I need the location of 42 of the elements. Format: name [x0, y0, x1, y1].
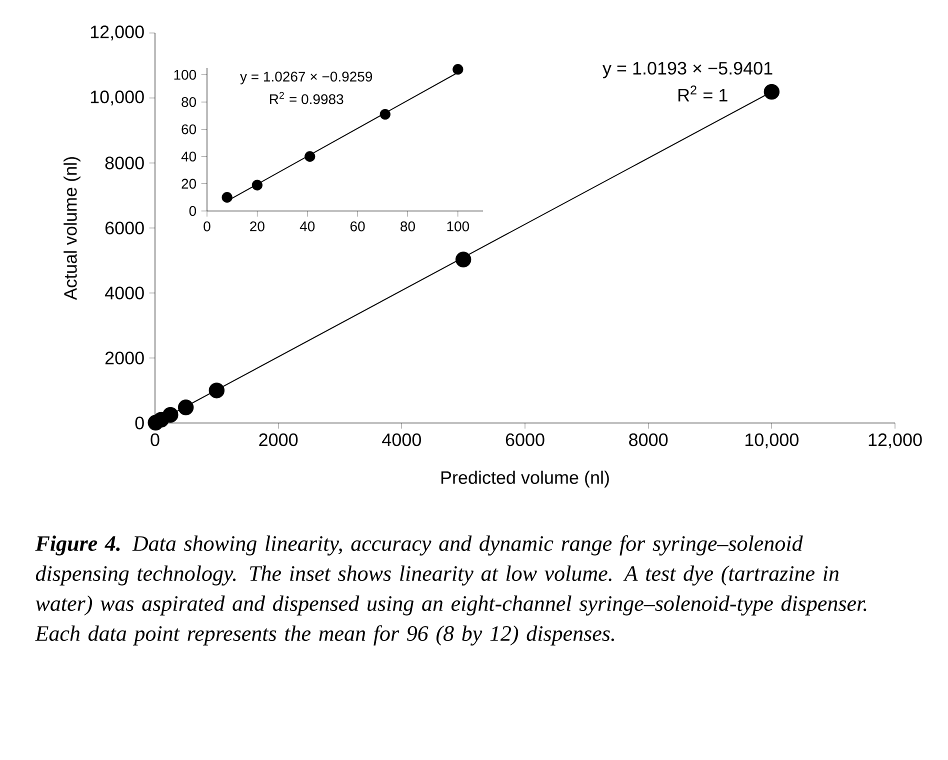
x-tick-label: 2000	[259, 433, 298, 446]
point	[380, 108, 390, 120]
x-tick-label: 20	[250, 221, 264, 232]
annotation: y = 1.0267 × −0.9259	[240, 72, 372, 84]
y-tick-label: 40	[181, 152, 196, 162]
annotation: y = 1.0193 × −5.9401	[602, 62, 772, 78]
point	[452, 64, 464, 75]
point	[764, 84, 780, 100]
point	[162, 407, 178, 423]
x-tick-label: 100	[447, 221, 470, 232]
y-tick-label: 20	[182, 178, 196, 189]
point	[304, 151, 316, 162]
x-tick-label: 40	[300, 221, 315, 232]
x-tick-label: 0	[204, 221, 210, 232]
y-tick-label: 60	[182, 124, 196, 134]
point	[252, 180, 263, 190]
annotation: R$^{2}$ = 0.9983	[270, 92, 344, 104]
point	[455, 252, 472, 268]
y-tick-label: 0	[135, 416, 144, 430]
y-tick-label: 80	[182, 97, 196, 108]
text: Figure 4. Data showing linearity, accuracy and dynamic range for syringe–solenoid dispensing technology. The inset shows linearity at low volume. A test dye (tartrazine in water) was aspirated and dispensed using an eight-channel syringe–solenoid-type dispenser. Each data point represents the mean for 96 (8 by 12) dispenses.	[35, 535, 866, 646]
y-tick-label: 12,000	[90, 26, 144, 40]
point	[178, 400, 194, 416]
y-axis-title: Actual volume (nl)	[64, 157, 80, 300]
point	[208, 382, 225, 398]
y-tick-label: 0	[189, 206, 196, 216]
x-tick-label: 8000	[629, 433, 668, 446]
annotation: R$^{2}$ = 1	[678, 86, 728, 102]
y-tick-label: 4000	[104, 286, 144, 300]
x-tick-label: 0	[150, 433, 160, 446]
x-tick-label: 12,000	[868, 433, 922, 448]
x-tick-label: 10,000	[746, 433, 798, 448]
x-tick-label: 4000	[382, 433, 421, 446]
x-tick-label: 6000	[506, 433, 544, 446]
x-tick-label: 80	[400, 221, 415, 232]
x-axis-title: Predicted volume (nl)	[441, 470, 609, 488]
x-tick-label: 60	[350, 221, 365, 232]
y-tick-label: 8000	[105, 156, 144, 170]
y-tick-label: 2000	[105, 352, 144, 364]
y-tick-label: 100	[174, 70, 196, 80]
point	[222, 192, 232, 203]
y-tick-label: 10,000	[90, 90, 144, 106]
